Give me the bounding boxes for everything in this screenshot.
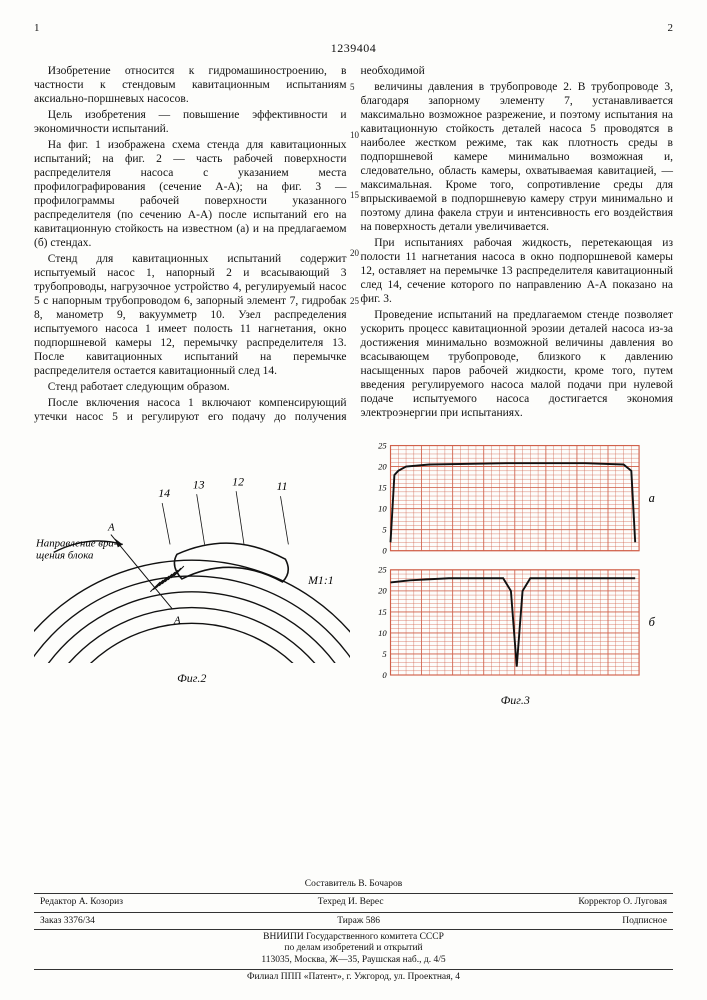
scale-label: М1:1 — [307, 573, 334, 587]
svg-text:щения блока: щения блока — [36, 550, 93, 562]
footer-editor: Редактор А. Козориз — [40, 897, 123, 909]
y-tick-label: 25 — [378, 565, 387, 575]
page-number-left: 1 — [34, 22, 40, 35]
figure-2-svg: Направление вра-щения блока A A 14 13 12 11 М1:… — [34, 436, 350, 663]
section-mark-a: A — [107, 522, 115, 534]
figure-3-svg: 25 20 15 10 5 0 а 25 20 15 10 5 0 б — [358, 436, 674, 685]
footer-order: Заказ 3376/34 — [40, 916, 95, 928]
footer-circulation: Тираж 586 — [337, 916, 380, 928]
y-tick-label: 10 — [378, 504, 387, 514]
footer-compiler: Составитель В. Бочаров — [34, 879, 673, 891]
footer-corrector: Корректор О. Луговая — [578, 897, 667, 909]
body-paragraph: На фиг. 1 изображена схема стенда для ка… — [34, 138, 347, 250]
body-paragraph: При испытаниях рабочая жидкость, перетек… — [361, 236, 674, 306]
figure-2-label: Фиг.2 — [34, 671, 350, 686]
footer-subscription: Подписное — [622, 916, 667, 928]
line-number-mark: 15 — [350, 190, 359, 201]
page-header: 1 2 — [34, 22, 673, 35]
body-paragraph: величины давления в трубопроводе 2. В тр… — [361, 80, 674, 234]
footer-addr2: Филиал ППП «Патент», г. Ужгород, ул. Про… — [34, 969, 673, 984]
y-tick-label: 20 — [378, 586, 387, 596]
body-paragraph: Стенд для кавитационных испытаний содерж… — [34, 252, 347, 378]
y-tick-label: 10 — [378, 628, 387, 638]
line-number-mark: 25 — [350, 296, 359, 307]
body-paragraph: Цель изобретения — повышение эффективнос… — [34, 108, 347, 136]
y-tick-label: 0 — [382, 546, 387, 556]
callout-number: 12 — [232, 475, 244, 489]
page: 1 2 1239404 510152025 Изобретение относи… — [0, 0, 707, 1000]
svg-text:A: A — [173, 615, 181, 627]
footer-org2: по делам изобретений и открытий — [34, 943, 673, 955]
figure-2: Направление вра-щения блока A A 14 13 12 11 М1:… — [34, 436, 350, 707]
footer-tech: Техред И. Верес — [318, 897, 384, 909]
figure-3: 25 20 15 10 5 0 а 25 20 15 10 5 0 б Фиг.3 — [358, 436, 674, 707]
y-tick-label: 5 — [382, 525, 387, 535]
body-paragraph: Проведение испытаний на предлагаемом сте… — [361, 308, 674, 420]
footer-org1: ВНИИПИ Государственного комитета СССР — [34, 932, 673, 944]
figures-row: Направление вра-щения блока A A 14 13 12 11 М1:… — [34, 436, 673, 707]
body-text-columns: Изобретение относится к гидромашинострое… — [34, 64, 673, 424]
callout-number: 14 — [158, 487, 170, 501]
callout-number: 11 — [277, 480, 288, 494]
document-number: 1239404 — [34, 41, 673, 56]
callout-number: 13 — [193, 478, 205, 492]
y-tick-label: 20 — [378, 462, 387, 472]
y-tick-label: 5 — [382, 649, 387, 659]
line-number-mark: 5 — [350, 82, 355, 93]
footer-addr1: 113035, Москва, Ж—35, Раушская наб., д. … — [34, 955, 673, 967]
y-tick-label: 15 — [378, 483, 387, 493]
y-tick-label: 0 — [382, 670, 387, 680]
panel-tag: б — [648, 616, 655, 630]
body-paragraph: Изобретение относится к гидромашинострое… — [34, 64, 347, 106]
line-number-mark: 20 — [350, 248, 359, 259]
rotation-label: Направление вра- — [35, 538, 118, 550]
body-paragraph: Стенд работает следующим образом. — [34, 380, 347, 394]
page-number-right: 2 — [668, 22, 674, 35]
y-tick-label: 25 — [378, 441, 387, 451]
figure-3-label: Фиг.3 — [358, 693, 674, 708]
y-tick-label: 15 — [378, 607, 387, 617]
footer-block: Составитель В. Бочаров Редактор А. Козор… — [34, 879, 673, 984]
panel-tag: а — [648, 491, 654, 505]
line-number-mark: 10 — [350, 130, 359, 141]
